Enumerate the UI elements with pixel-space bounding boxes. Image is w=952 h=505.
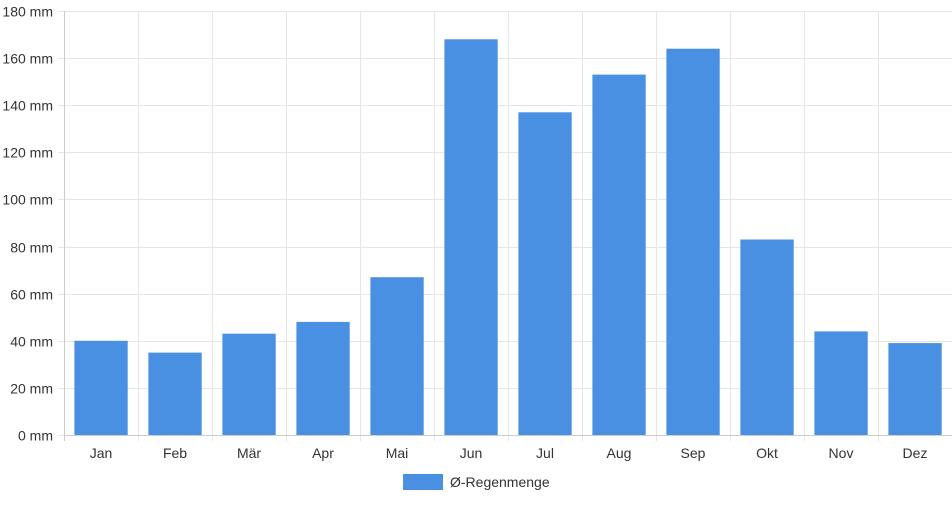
x-tick-label: Mär — [237, 445, 261, 461]
bar-jun[interactable] — [444, 39, 498, 436]
bar-apr[interactable] — [296, 321, 350, 435]
y-tick-label: 0 mm — [18, 428, 53, 444]
grid — [58, 11, 952, 441]
x-tick-label: Apr — [312, 445, 334, 461]
x-tick-label: Nov — [829, 445, 854, 461]
y-tick-label: 40 mm — [10, 334, 53, 350]
bar-mär[interactable] — [222, 333, 276, 435]
x-tick-label: Feb — [163, 445, 187, 461]
x-tick-label: Jun — [460, 445, 483, 461]
y-tick-label: 180 mm — [2, 4, 53, 20]
y-tick-label: 80 mm — [10, 240, 53, 256]
bar-dez[interactable] — [888, 343, 942, 435]
bar-jan[interactable] — [74, 340, 128, 435]
y-tick-label: 60 mm — [10, 287, 53, 303]
axes: 0 mm 20 mm 40 mm 60 mm 80 mm 100 mm 120 mm 140 … — [2, 4, 952, 461]
legend-swatch — [403, 474, 443, 490]
x-tick-label: Jan — [90, 445, 113, 461]
legend-label: Ø-Regenmenge — [450, 474, 550, 490]
x-tick-label: Jul — [536, 445, 554, 461]
legend: Ø-Regenmenge — [403, 474, 550, 490]
x-tick-label: Okt — [756, 445, 778, 461]
x-tick-label: Mai — [386, 445, 409, 461]
y-tick-label: 140 mm — [2, 98, 53, 114]
bar-jul[interactable] — [518, 112, 572, 436]
y-tick-label: 100 mm — [2, 192, 53, 208]
bar-nov[interactable] — [814, 331, 868, 435]
bar-aug[interactable] — [592, 74, 646, 435]
bar-sep[interactable] — [666, 48, 720, 435]
bars — [74, 39, 942, 436]
bar-okt[interactable] — [740, 239, 794, 436]
y-tick-label: 160 mm — [2, 51, 53, 67]
y-tick-label: 20 mm — [10, 381, 53, 397]
x-tick-label: Sep — [681, 445, 706, 461]
bar-feb[interactable] — [148, 352, 202, 435]
y-tick-label: 120 mm — [2, 145, 53, 161]
x-tick-label: Dez — [903, 445, 928, 461]
bar-mai[interactable] — [370, 277, 424, 435]
x-tick-label: Aug — [607, 445, 632, 461]
